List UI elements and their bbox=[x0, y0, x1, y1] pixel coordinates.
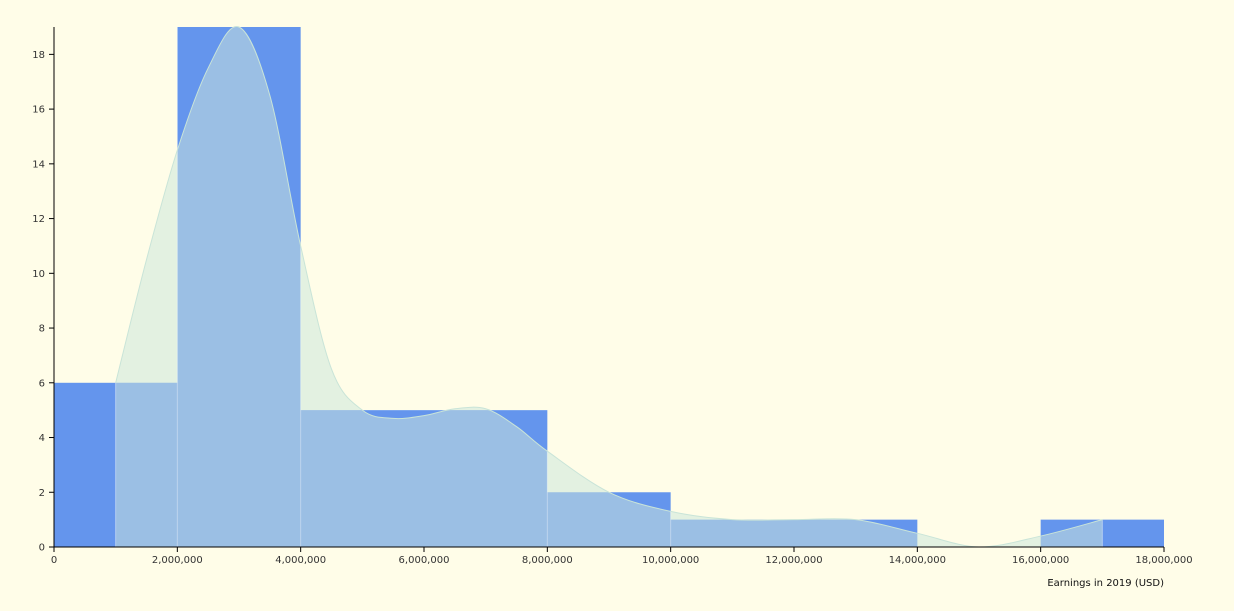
y-tick-label: 8 bbox=[39, 324, 45, 335]
y-tick-label: 6 bbox=[39, 378, 45, 389]
x-tick-label: 2,000,000 bbox=[152, 555, 203, 566]
x-tick-label: 8,000,000 bbox=[522, 555, 573, 566]
x-tick-label: 12,000,000 bbox=[765, 555, 822, 566]
x-tick-label: 18,000,000 bbox=[1135, 555, 1192, 566]
y-axis: 0 2 4 6 8 10 12 14 16 18 bbox=[32, 27, 55, 554]
x-tick-label: 6,000,000 bbox=[399, 555, 450, 566]
x-tick-label: 16,000,000 bbox=[1012, 555, 1069, 566]
y-tick-label: 4 bbox=[39, 433, 45, 444]
density-line bbox=[115, 26, 1103, 548]
y-tick-label: 0 bbox=[39, 543, 45, 554]
y-tick-label: 12 bbox=[32, 214, 45, 225]
x-axis: 0 2,000,000 4,000,000 6,000,000 8,000,000 10,… bbox=[51, 546, 1193, 566]
x-tick-label: 14,000,000 bbox=[889, 555, 946, 566]
y-tick-label: 10 bbox=[32, 269, 45, 280]
y-tick-label: 2 bbox=[39, 488, 45, 499]
x-tick-label: 4,000,000 bbox=[275, 555, 326, 566]
y-tick-label: 16 bbox=[32, 105, 45, 116]
x-tick-label: 0 bbox=[51, 555, 57, 566]
x-tick-label: 10,000,000 bbox=[642, 555, 699, 566]
density-overlap-area bbox=[115, 27, 1103, 547]
bin-edges bbox=[115, 27, 1103, 547]
y-tick-label: 18 bbox=[32, 50, 45, 61]
y-tick-label: 14 bbox=[32, 159, 45, 170]
x-axis-title: Earnings in 2019 (USD) bbox=[1047, 578, 1164, 589]
